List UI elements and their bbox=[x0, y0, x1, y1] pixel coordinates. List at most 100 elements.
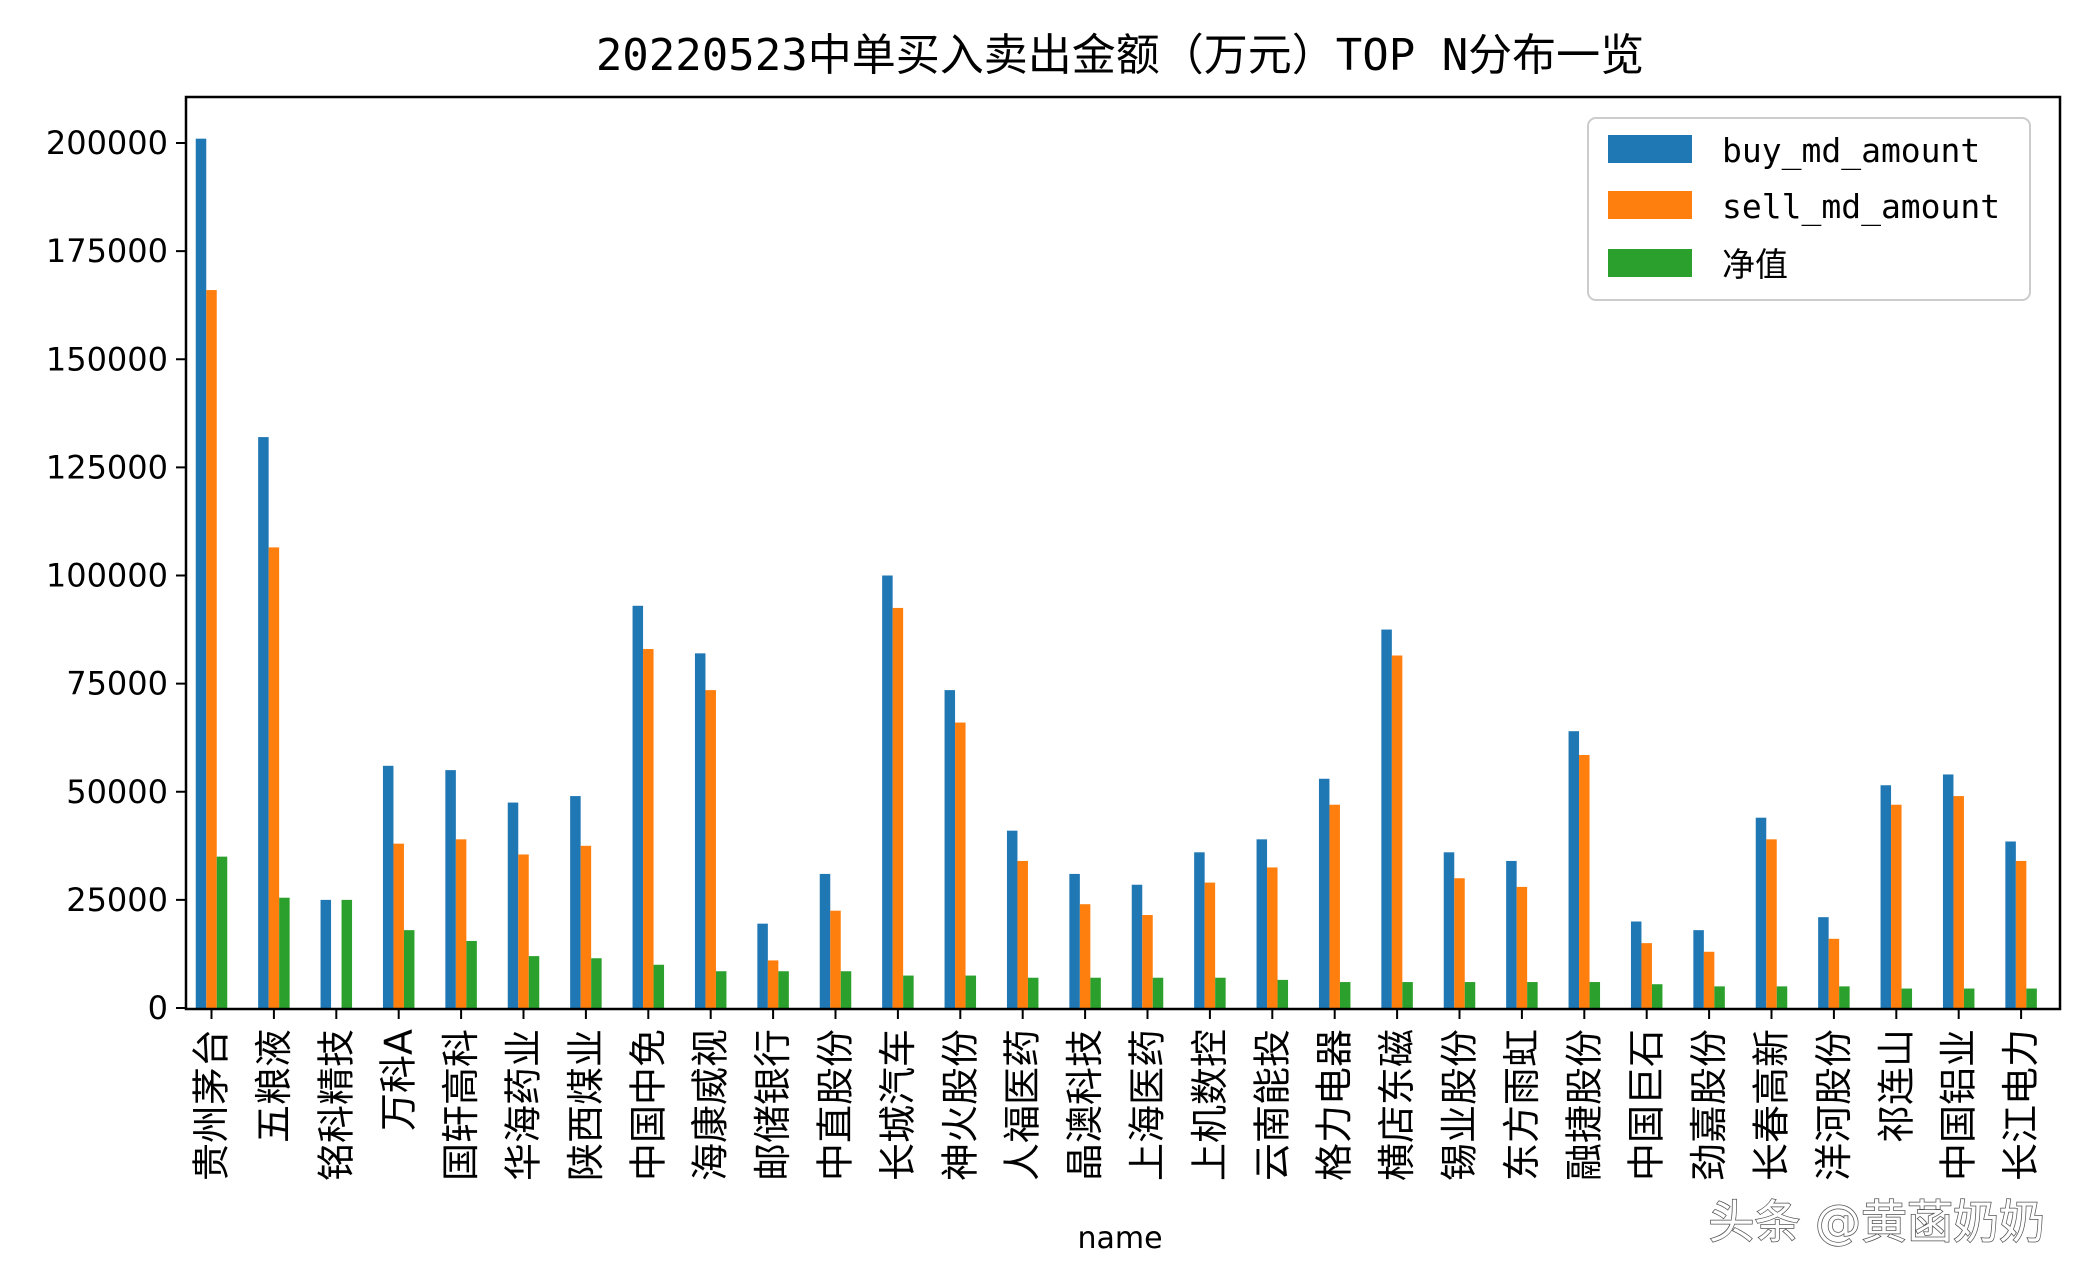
bar-net-7 bbox=[653, 964, 665, 1008]
x-tick-label-26: 洋河股份 bbox=[1812, 1029, 1856, 1181]
bar-sell-1 bbox=[268, 547, 280, 1008]
bar-buy-14 bbox=[1069, 873, 1080, 1008]
x-tick-label-22: 融捷股份 bbox=[1562, 1029, 1606, 1181]
bar-net-25 bbox=[1776, 986, 1788, 1009]
bar-net-3 bbox=[403, 930, 415, 1008]
bar-buy-24 bbox=[1693, 930, 1704, 1008]
bar-buy-28 bbox=[1942, 774, 1954, 1008]
bar-buy-23 bbox=[1630, 921, 1642, 1008]
x-tick-label-27: 祁连山 bbox=[1874, 1029, 1918, 1143]
bar-net-20 bbox=[1464, 982, 1476, 1008]
bar-sell-22 bbox=[1579, 754, 1590, 1008]
bar-sell-18 bbox=[1329, 804, 1340, 1008]
x-tick-label-16: 上机数控 bbox=[1188, 1029, 1232, 1181]
bar-buy-7 bbox=[632, 605, 644, 1008]
bar-net-21 bbox=[1527, 982, 1538, 1008]
bar-net-22 bbox=[1589, 982, 1601, 1008]
bar-sell-19 bbox=[1391, 655, 1403, 1008]
x-tick-label-17: 云南能投 bbox=[1250, 1029, 1294, 1181]
bar-buy-17 bbox=[1256, 839, 1268, 1008]
x-tick-label-21: 东方雨虹 bbox=[1500, 1029, 1544, 1181]
bar-net-27 bbox=[1901, 988, 1913, 1008]
x-tick-label-12: 神火股份 bbox=[938, 1029, 982, 1181]
bar-net-17 bbox=[1277, 979, 1289, 1008]
bar-sell-26 bbox=[1828, 938, 1840, 1008]
watermark: 头条 @黄菡奶奶 bbox=[1708, 1195, 2045, 1249]
bar-buy-19 bbox=[1381, 629, 1392, 1008]
bar-net-24 bbox=[1714, 986, 1725, 1009]
bar-sell-15 bbox=[1142, 915, 1153, 1008]
bar-buy-21 bbox=[1506, 860, 1517, 1008]
bar-sell-27 bbox=[1891, 804, 1902, 1008]
y-tick-label-5: 125000 bbox=[46, 448, 168, 486]
y-tick-label-2: 50000 bbox=[66, 773, 168, 811]
bar-buy-5 bbox=[507, 802, 519, 1008]
bar-buy-16 bbox=[1194, 852, 1205, 1008]
bar-buy-22 bbox=[1568, 731, 1580, 1008]
x-tick-label-14: 晶澳科技 bbox=[1063, 1029, 1107, 1181]
y-tick-label-0: 0 bbox=[148, 989, 168, 1027]
x-axis: 贵州茅台 五粮液 铭科精技 万科A 国轩高科 华海药业 陕西煤业 中国中免 海康威视 邮储银行 中直… bbox=[190, 1009, 2043, 1181]
bar-net-26 bbox=[1839, 986, 1850, 1009]
bar-net-11 bbox=[903, 975, 914, 1008]
chart-title: 20220523中单买入卖出金额（万元）TOP N分布一览 bbox=[596, 30, 1644, 81]
legend-box bbox=[1587, 117, 2031, 301]
x-tick-label-15: 上海医药 bbox=[1126, 1029, 1170, 1181]
legend-label-sell: sell_md_amount bbox=[1722, 187, 2000, 227]
bar-net-18 bbox=[1339, 982, 1351, 1008]
bar-buy-20 bbox=[1443, 852, 1455, 1008]
bar-sell-10 bbox=[830, 910, 841, 1008]
x-tick-label-24: 劲嘉股份 bbox=[1687, 1029, 1731, 1181]
bar-buy-27 bbox=[1880, 785, 1892, 1008]
x-tick-label-18: 格力电器 bbox=[1313, 1029, 1357, 1181]
x-tick-label-10: 中直股份 bbox=[814, 1029, 858, 1181]
bar-buy-25 bbox=[1755, 817, 1767, 1008]
bar-sell-13 bbox=[1017, 860, 1028, 1008]
y-tick-label-3: 75000 bbox=[66, 665, 168, 703]
bar-buy-15 bbox=[1131, 884, 1143, 1008]
bar-sell-11 bbox=[892, 607, 904, 1008]
bar-net-10 bbox=[840, 971, 852, 1008]
bar-sell-23 bbox=[1641, 943, 1652, 1009]
x-tick-label-4: 国轩高科 bbox=[439, 1029, 483, 1181]
bar-net-15 bbox=[1152, 977, 1164, 1008]
bar-sell-14 bbox=[1079, 904, 1091, 1008]
bar-buy-11 bbox=[882, 575, 893, 1008]
bar-net-1 bbox=[279, 897, 290, 1008]
bar-net-28 bbox=[1963, 988, 1975, 1008]
bar-sell-28 bbox=[1953, 796, 1964, 1008]
x-tick-label-2: 铭科精技 bbox=[314, 1029, 358, 1181]
x-tick-label-5: 华海药业 bbox=[502, 1029, 546, 1181]
x-tick-label-3: 万科A bbox=[377, 1029, 421, 1131]
bar-net-6 bbox=[591, 958, 602, 1008]
x-tick-label-29: 长江电力 bbox=[1999, 1029, 2043, 1181]
bar-sell-29 bbox=[2015, 860, 2027, 1008]
bar-net-5 bbox=[528, 956, 540, 1008]
x-tick-label-13: 人福医药 bbox=[1001, 1029, 1045, 1181]
y-tick-label-1: 25000 bbox=[66, 881, 168, 919]
x-tick-label-25: 长春高新 bbox=[1750, 1029, 1794, 1181]
x-tick-label-7: 中国中免 bbox=[626, 1029, 670, 1181]
bar-net-23 bbox=[1651, 984, 1663, 1008]
bar-sell-25 bbox=[1766, 839, 1777, 1008]
x-tick-label-0: 贵州茅台 bbox=[190, 1029, 234, 1181]
y-tick-label-7: 175000 bbox=[46, 232, 168, 270]
bar-buy-29 bbox=[2005, 841, 2016, 1008]
bar-net-4 bbox=[466, 940, 477, 1008]
bar-sell-8 bbox=[705, 690, 716, 1008]
bar-sell-21 bbox=[1516, 886, 1528, 1008]
bar-net-14 bbox=[1090, 977, 1101, 1008]
bar-sell-6 bbox=[580, 845, 592, 1008]
bar-buy-10 bbox=[819, 873, 831, 1008]
bar-sell-5 bbox=[518, 854, 529, 1008]
bar-buy-4 bbox=[445, 770, 456, 1009]
x-tick-label-20: 锡业股份 bbox=[1438, 1029, 1482, 1181]
x-tick-label-1: 五粮液 bbox=[252, 1029, 296, 1143]
bar-sell-17 bbox=[1267, 867, 1278, 1008]
bar-sell-12 bbox=[955, 722, 966, 1008]
x-tick-label-19: 横店东磁 bbox=[1375, 1029, 1419, 1181]
legend-swatch-net bbox=[1608, 249, 1692, 277]
bar-net-8 bbox=[715, 971, 727, 1008]
bar-sell-0 bbox=[206, 290, 217, 1008]
bar-net-12 bbox=[965, 975, 977, 1008]
